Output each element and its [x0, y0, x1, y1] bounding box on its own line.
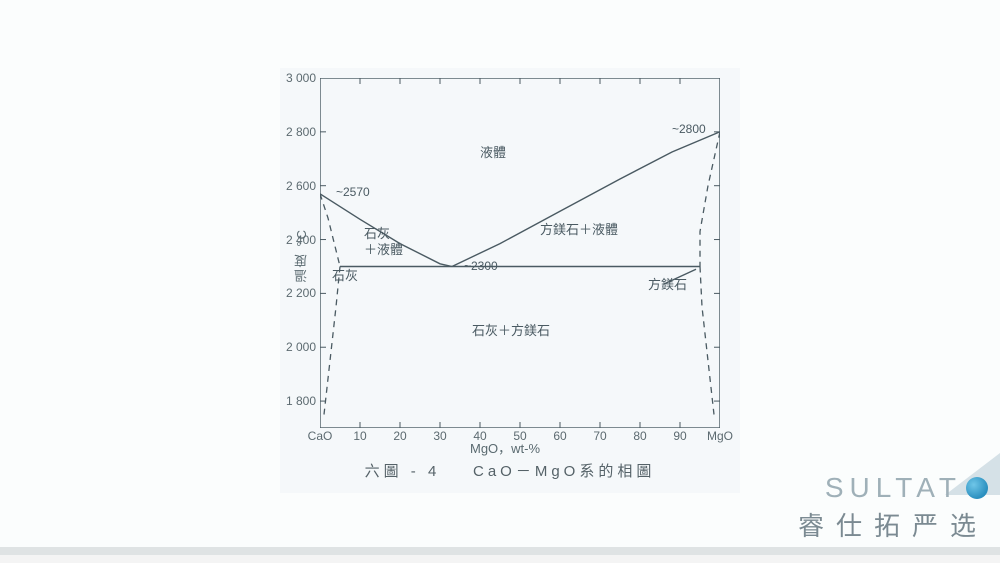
watermark: SULTAT 睿仕拓严选 [798, 472, 988, 543]
y-tick: 2 800 [266, 126, 316, 138]
y-tick: 2 200 [266, 287, 316, 299]
x-tick: 50 [506, 430, 534, 442]
x-tick: 10 [346, 430, 374, 442]
x-tick: 20 [386, 430, 414, 442]
region-lime_periclase: 石灰＋方鎂石 [472, 323, 550, 339]
annot-left_mp: ~2570 [336, 186, 370, 198]
globe-icon [966, 477, 988, 499]
scan-area: 溫度 °C MgO，wt-% 1 8002 0002 2002 4002 600… [280, 68, 740, 493]
page: 溫度 °C MgO，wt-% 1 8002 0002 2002 4002 600… [0, 0, 1000, 555]
watermark-cn: 睿仕拓严选 [798, 506, 988, 543]
phase-diagram-chart: 溫度 °C MgO，wt-% 1 8002 0002 2002 4002 600… [320, 78, 720, 428]
region-lime: 石灰 [332, 268, 358, 284]
x-tick: 60 [546, 430, 574, 442]
x-tick: 30 [426, 430, 454, 442]
region-periclase: 方鎂石 [648, 277, 687, 293]
y-tick: 2 000 [266, 341, 316, 353]
caption-text: CaO－MgO系的相圖 [473, 463, 655, 480]
x-tick: 90 [666, 430, 694, 442]
figure-caption: 六圖 - 4 CaO－MgO系的相圖 [280, 460, 740, 481]
y-tick: 1 800 [266, 395, 316, 407]
region-liquid: 液體 [480, 145, 506, 161]
annot-eutectic: ~2300 [464, 260, 498, 272]
annot-right_mp: ~2800 [672, 123, 706, 135]
x-tick: 70 [586, 430, 614, 442]
region-lime_liquid: 石灰＋液體 [364, 226, 403, 259]
x-tick: 40 [466, 430, 494, 442]
x-tick: CaO [306, 430, 334, 442]
y-tick: 2 600 [266, 180, 316, 192]
caption-prefix: 六圖 - 4 [365, 463, 441, 480]
y-tick: 3 000 [266, 72, 316, 84]
y-tick: 2 400 [266, 234, 316, 246]
x-tick: 80 [626, 430, 654, 442]
region-periclase_liquid: 方鎂石＋液體 [540, 222, 618, 238]
footer-bar [0, 547, 1000, 555]
watermark-en: SULTAT [798, 472, 988, 504]
x-tick: MgO [706, 430, 734, 442]
